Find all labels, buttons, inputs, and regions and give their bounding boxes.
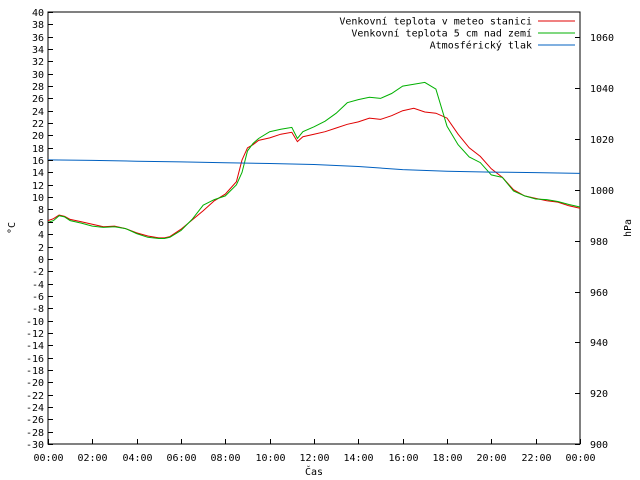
x-axis-title: Čas [305, 465, 323, 478]
y-left-tick-label: 38 [32, 20, 44, 31]
y-right-tick-label: 1060 [590, 33, 614, 44]
y-right-tick-label: 920 [590, 389, 608, 400]
x-axis: 00:00 02:00 04:00 06:00 08:00 10:00 12:00 14:00… [33, 439, 596, 464]
y-left-tick-label: -10 [26, 317, 44, 328]
x-tick-label: 16:00 [388, 453, 418, 464]
y-left-tick-label: 4 [38, 230, 44, 241]
x-tick-label: 02:00 [77, 453, 107, 464]
y-left-tick-label: -12 [26, 329, 44, 340]
y-left-tick-label: 0 [38, 255, 44, 266]
x-tick-label: 00:00 [33, 453, 63, 464]
y-left-tick-label: 30 [32, 70, 44, 81]
x-tick-label: 20:00 [476, 453, 506, 464]
y-right-tick-label: 960 [590, 288, 608, 299]
y-left-tick-label: -16 [26, 354, 44, 365]
y-left-tick-label: 8 [38, 205, 44, 216]
series-line-2 [47, 81, 581, 239]
plot-frame [47, 11, 581, 445]
y-left-tick-label: 32 [32, 57, 44, 68]
y-left-tick-label: 40 [32, 8, 44, 19]
y-left-tick-label: 36 [32, 33, 44, 44]
x-tick-label: 14:00 [343, 453, 373, 464]
y-left-tick-label: 20 [32, 131, 44, 142]
y-left-tick-label: -4 [32, 280, 44, 291]
y-right-tick-label: 980 [590, 237, 608, 248]
y-left-tick-label: -8 [32, 304, 44, 315]
y-axis-left-title: °C [7, 222, 18, 234]
legend-label-2: Venkovní teplota 5 cm nad zemí [351, 28, 532, 40]
y-left-tick-label: 26 [32, 94, 44, 105]
x-tick-label: 00:00 [565, 453, 595, 464]
x-tick-label: 04:00 [122, 453, 152, 464]
x-tick-label: 18:00 [432, 453, 462, 464]
y-left-tick-label: 28 [32, 82, 44, 93]
y-left-tick-label: 34 [32, 45, 44, 56]
y-left-tick-label: 14 [32, 168, 44, 179]
y-left-tick-label: 24 [32, 107, 44, 118]
y-axis-right-title: hPa [623, 219, 634, 237]
y-left-tick-label: 18 [32, 144, 44, 155]
left-axis: -30-28-26-24-22-20-18-16-14-12-10-8-6-4-… [26, 8, 53, 451]
y-left-tick-label: -26 [26, 415, 44, 426]
y-right-tick-label: 1040 [590, 84, 614, 95]
series-layer [47, 81, 581, 239]
y-left-tick-label: -20 [26, 378, 44, 389]
y-left-tick-label: -30 [26, 440, 44, 451]
x-tick-label: 12:00 [299, 453, 329, 464]
y-right-tick-label: 1020 [590, 135, 614, 146]
right-axis: 900 920 940 960 980 1000 1020 1040 1060 [575, 33, 614, 451]
y-left-tick-label: 22 [32, 119, 44, 130]
legend-label-3: Atmosférický tlak [430, 40, 532, 52]
y-left-tick-label: 6 [38, 218, 44, 229]
legend: Venkovní teplota v meteo staniciVenkovní… [339, 16, 575, 52]
y-right-tick-label: 900 [590, 440, 608, 451]
legend-label-1: Venkovní teplota v meteo stanici [339, 16, 532, 28]
x-tick-label: 10:00 [255, 453, 285, 464]
y-right-tick-label: 1000 [590, 186, 614, 197]
series-line-3 [47, 159, 581, 174]
y-left-tick-label: -22 [26, 391, 44, 402]
y-left-tick-label: -24 [26, 403, 44, 414]
x-tick-label: 08:00 [210, 453, 240, 464]
plot-border [47, 11, 581, 445]
y-left-tick-label: 10 [32, 193, 44, 204]
y-right-tick-label: 940 [590, 338, 608, 349]
x-tick-label: 06:00 [166, 453, 196, 464]
y-left-tick-label: 2 [38, 243, 44, 254]
y-left-tick-label: -14 [26, 341, 44, 352]
series-line-1 [47, 107, 581, 239]
y-left-tick-label: -18 [26, 366, 44, 377]
x-tick-label: 22:00 [521, 453, 551, 464]
y-left-tick-label: -28 [26, 428, 44, 439]
y-left-tick-label: -6 [32, 292, 44, 303]
y-left-tick-label: 12 [32, 181, 44, 192]
y-left-tick-label: -2 [32, 267, 44, 278]
y-left-tick-label: 16 [32, 156, 44, 167]
